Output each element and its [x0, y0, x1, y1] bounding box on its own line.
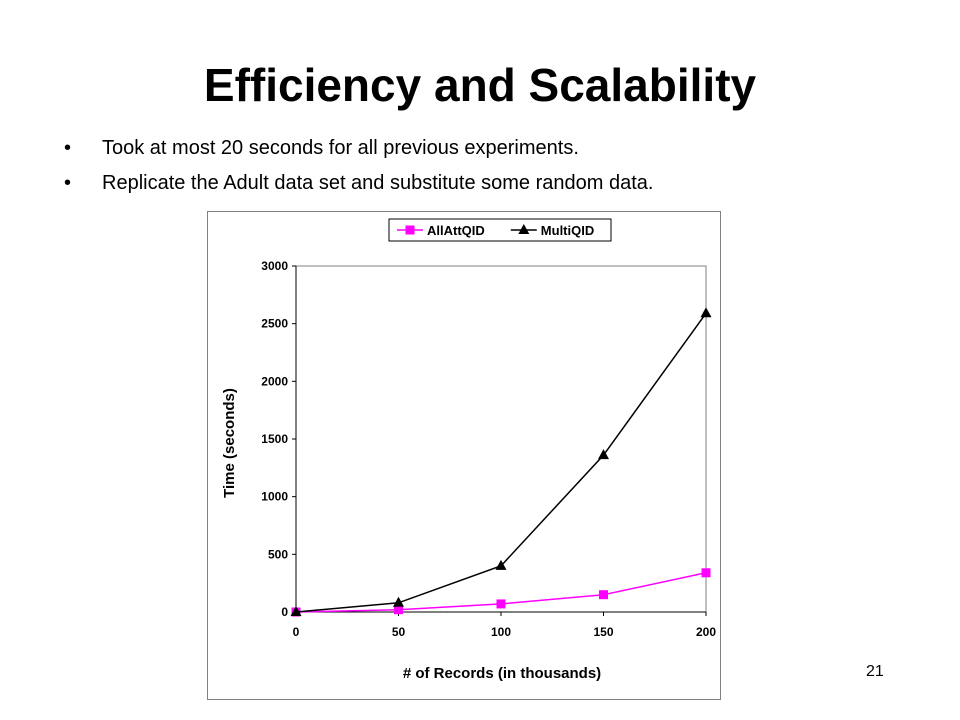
bullet-list: • Took at most 20 seconds for all previo…	[64, 137, 653, 207]
x-tick-label: 0	[293, 625, 300, 639]
bullet-text: Replicate the Adult data set and substit…	[102, 172, 654, 194]
legend-box	[388, 218, 612, 242]
y-tick-label: 2000	[261, 374, 288, 388]
data-point-multiqid	[495, 559, 507, 570]
x-tick-label: 200	[696, 625, 716, 639]
bullet-item: • Took at most 20 seconds for all previo…	[64, 137, 653, 159]
y-tick-label: 1500	[261, 432, 288, 446]
bullet-marker: •	[64, 137, 72, 159]
data-point-multiqid	[393, 596, 404, 607]
data-point-multiqid	[700, 307, 712, 318]
y-tick-label: 0	[281, 605, 288, 619]
legend-label-allattqid: AllAttQID	[427, 223, 485, 238]
bullet-item: • Replicate the Adult data set and subst…	[64, 172, 653, 194]
data-point-allattqid	[599, 590, 608, 600]
data-point-allattqid	[394, 605, 403, 615]
legend-label-multiqid: MultiQID	[541, 223, 594, 238]
plot-area	[295, 265, 707, 613]
y-tick-label: 2500	[261, 317, 288, 331]
data-point-allattqid	[496, 599, 506, 609]
x-tick-label: 100	[491, 625, 511, 639]
bullet-marker: •	[64, 172, 72, 194]
x-axis-label: # of Records (in thousands)	[403, 665, 601, 682]
y-tick-label: 500	[268, 547, 288, 561]
bullet-text: Took at most 20 seconds for all previous…	[102, 137, 579, 159]
slide-title: Efficiency and Scalability	[203, 59, 757, 111]
y-axis-label: Time (seconds)	[221, 388, 238, 498]
y-tick-label: 3000	[261, 259, 288, 273]
data-point-allattqid	[701, 568, 711, 578]
x-tick-label: 150	[593, 625, 613, 639]
data-point-multiqid	[290, 606, 302, 616]
page-number: 21	[866, 663, 884, 680]
y-tick-label: 1000	[261, 490, 288, 504]
legend-marker-allattqid	[405, 225, 415, 235]
x-tick-label: 50	[392, 625, 406, 639]
data-point-multiqid	[598, 449, 609, 460]
legend-marker-multiqid	[518, 224, 530, 234]
